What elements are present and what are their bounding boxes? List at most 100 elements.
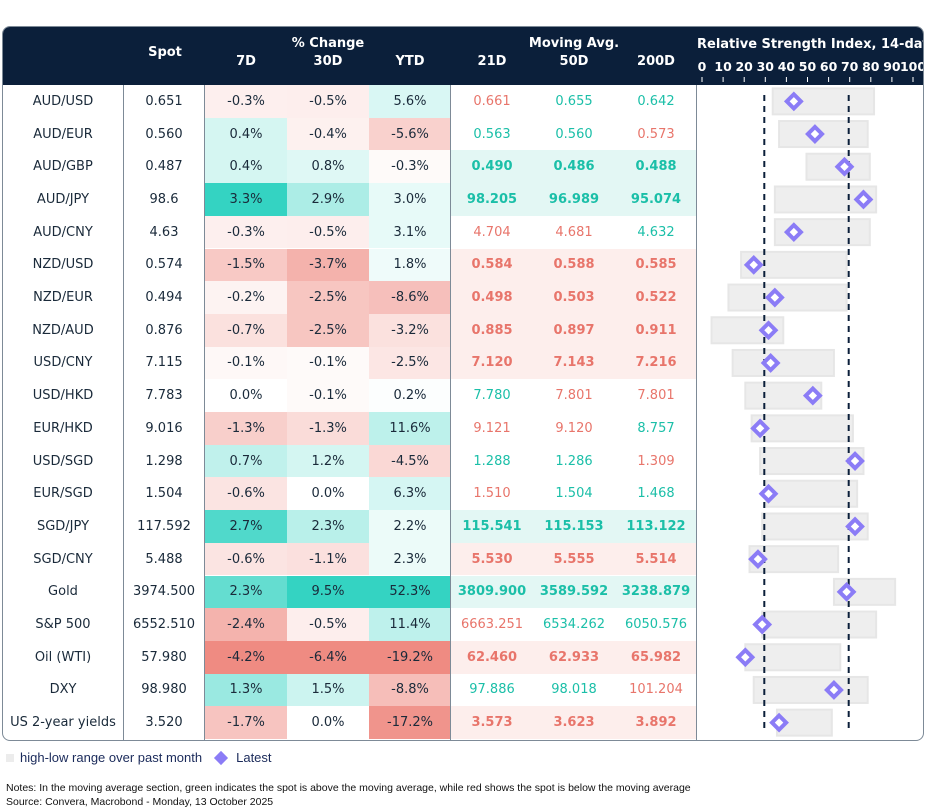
spot-value: 9.016: [145, 420, 183, 436]
header-200d: 200D: [637, 54, 675, 69]
table-row: AUD/JPY 98.6 3.3% 2.9% 3.0% 98.205 96.989 95.07…: [3, 183, 923, 216]
moving-avg-21d: 3809.900: [451, 575, 533, 609]
pct-change-7d: -0.6%: [205, 542, 287, 576]
pct-change-30d: -0.5%: [287, 85, 369, 118]
pct-change-7d: -0.6%: [205, 477, 287, 511]
moving-avg-50d: 0.897: [533, 313, 615, 347]
spot-value: 6552.510: [132, 617, 196, 633]
pct-change-7d: 3.3%: [205, 183, 287, 216]
header-50d: 50D: [559, 54, 589, 69]
pct-change-ytd: -17.2%: [369, 706, 451, 739]
header-pct-change: % Change: [291, 36, 365, 51]
moving-avg-21d: 0.563: [473, 126, 511, 142]
instrument-name: NZD/USD: [32, 257, 94, 273]
instrument-name: EUR/SGD: [33, 486, 93, 502]
pct-change-ytd: 5.6%: [369, 85, 451, 118]
table-row: AUD/USD 0.651 -0.3% -0.5% 5.6% 0.661 0.655 0.64…: [3, 85, 923, 118]
instrument-name: NZD/EUR: [33, 290, 93, 306]
rsi-latest-marker: [824, 680, 844, 700]
spot-value: 0.494: [145, 290, 183, 306]
pct-change-7d: -4.2%: [205, 640, 287, 674]
pct-change-ytd: -8.6%: [369, 281, 451, 314]
rsi-latest-marker: [758, 320, 779, 341]
pct-change-7d: 2.7%: [205, 510, 287, 543]
moving-avg-50d: 115.153: [533, 510, 615, 543]
moving-avg-200d: 7.801: [637, 388, 675, 404]
table-row: USD/HKD 7.783 0.0% -0.1% 0.2% 7.780 7.801 7.801: [3, 379, 923, 412]
pct-change-7d: 0.0%: [229, 388, 263, 404]
legend-range-label: high-low range over past month: [20, 750, 203, 765]
pct-change-ytd: -19.2%: [369, 640, 451, 674]
moving-avg-200d: 3.892: [615, 706, 697, 739]
pct-change-30d: -2.5%: [287, 281, 369, 314]
pct-change-ytd: -5.6%: [369, 117, 451, 151]
moving-avg-21d: 115.541: [451, 510, 533, 543]
moving-avg-21d: 1.288: [473, 453, 511, 469]
header-spot: Spot: [148, 45, 182, 60]
moving-avg-50d: 0.486: [533, 150, 615, 184]
moving-avg-21d: 62.460: [451, 640, 533, 674]
rsi-chart: [710, 87, 897, 737]
moving-avg-200d: 0.642: [637, 93, 675, 109]
pct-change-ytd: 11.4%: [369, 608, 451, 641]
rsi-latest-marker: [735, 647, 756, 668]
pct-change-30d: 1.5%: [287, 673, 369, 707]
rsi-tick-label: 40: [778, 59, 796, 74]
table-row: SGD/CNY 5.488 -0.6% -1.1% 2.3% 5.530 5.555 5.51…: [3, 542, 923, 576]
table-row: Gold 3974.500 2.3% 9.5% 52.3% 3809.900 3589.59…: [3, 575, 923, 609]
rsi-range-bar: [765, 479, 859, 508]
moving-avg-21d: 98.205: [451, 183, 533, 216]
pct-change-30d: 2.3%: [287, 510, 369, 543]
pct-change-7d: -2.4%: [205, 608, 287, 641]
moving-avg-200d: 5.514: [615, 542, 697, 576]
rsi-latest-marker: [853, 189, 874, 210]
rsi-range-bar: [761, 610, 878, 639]
spot-value: 0.560: [145, 126, 183, 142]
instrument-name: AUD/JPY: [36, 191, 90, 207]
moving-avg-50d: 96.989: [533, 183, 615, 216]
rsi-tick-label: 90: [883, 59, 901, 74]
pct-change-7d: -0.2%: [205, 281, 287, 314]
moving-avg-200d: 0.488: [615, 150, 697, 184]
instrument-name: USD/HKD: [32, 388, 94, 404]
pct-change-7d: -0.3%: [205, 215, 287, 249]
rsi-latest-marker: [836, 581, 857, 602]
rsi-latest-marker: [802, 385, 823, 406]
instrument-name: Oil (WTI): [34, 649, 92, 665]
moving-avg-50d: 6534.262: [542, 617, 606, 633]
moving-avg-200d: 95.074: [615, 183, 697, 216]
moving-avg-50d: 4.681: [555, 224, 593, 240]
pct-change-ytd: -0.3%: [369, 150, 451, 184]
legend-latest-label: Latest: [236, 750, 272, 765]
moving-avg-200d: 1.468: [637, 486, 675, 502]
pct-change-7d: -0.3%: [205, 85, 287, 118]
notes-text: Notes: In the moving average section, gr…: [6, 782, 691, 794]
table-row: EUR/HKD 9.016 -1.3% -1.3% 11.6% 9.121 9.120 8.7…: [3, 412, 923, 445]
rsi-latest-marker: [845, 451, 865, 471]
moving-avg-50d: 9.120: [555, 420, 593, 436]
pct-change-ytd: 2.3%: [369, 542, 451, 576]
divider: [696, 85, 697, 740]
moving-avg-21d: 0.490: [451, 150, 533, 184]
moving-avg-50d: 62.933: [533, 640, 615, 674]
spot-value: 0.876: [145, 322, 183, 338]
moving-avg-21d: 1.510: [473, 486, 511, 502]
instrument-name: S&P 500: [35, 617, 91, 633]
source-text: Source: Convera, Macrobond - Monday, 13 …: [6, 796, 274, 808]
table-row: AUD/GBP 0.487 0.4% 0.8% -0.3% 0.490 0.486 0.488: [3, 150, 923, 184]
instrument-name: NZD/AUD: [32, 322, 94, 338]
pct-change-30d: -0.4%: [287, 117, 369, 151]
rsi-tick-label: 10: [714, 59, 732, 74]
instrument-name: DXY: [49, 682, 77, 698]
instrument-name: EUR/HKD: [33, 420, 93, 436]
header-ytd: YTD: [395, 54, 425, 69]
spot-value: 1.504: [145, 486, 183, 502]
pct-change-7d: 0.7%: [205, 444, 287, 478]
pct-change-30d: -0.1%: [287, 379, 369, 412]
moving-avg-200d: 4.632: [637, 224, 675, 240]
instrument-name: USD/SGD: [32, 453, 94, 469]
pct-change-ytd: -3.2%: [369, 313, 451, 347]
pct-change-7d: -1.3%: [205, 412, 287, 445]
moving-avg-200d: 0.911: [615, 313, 697, 347]
